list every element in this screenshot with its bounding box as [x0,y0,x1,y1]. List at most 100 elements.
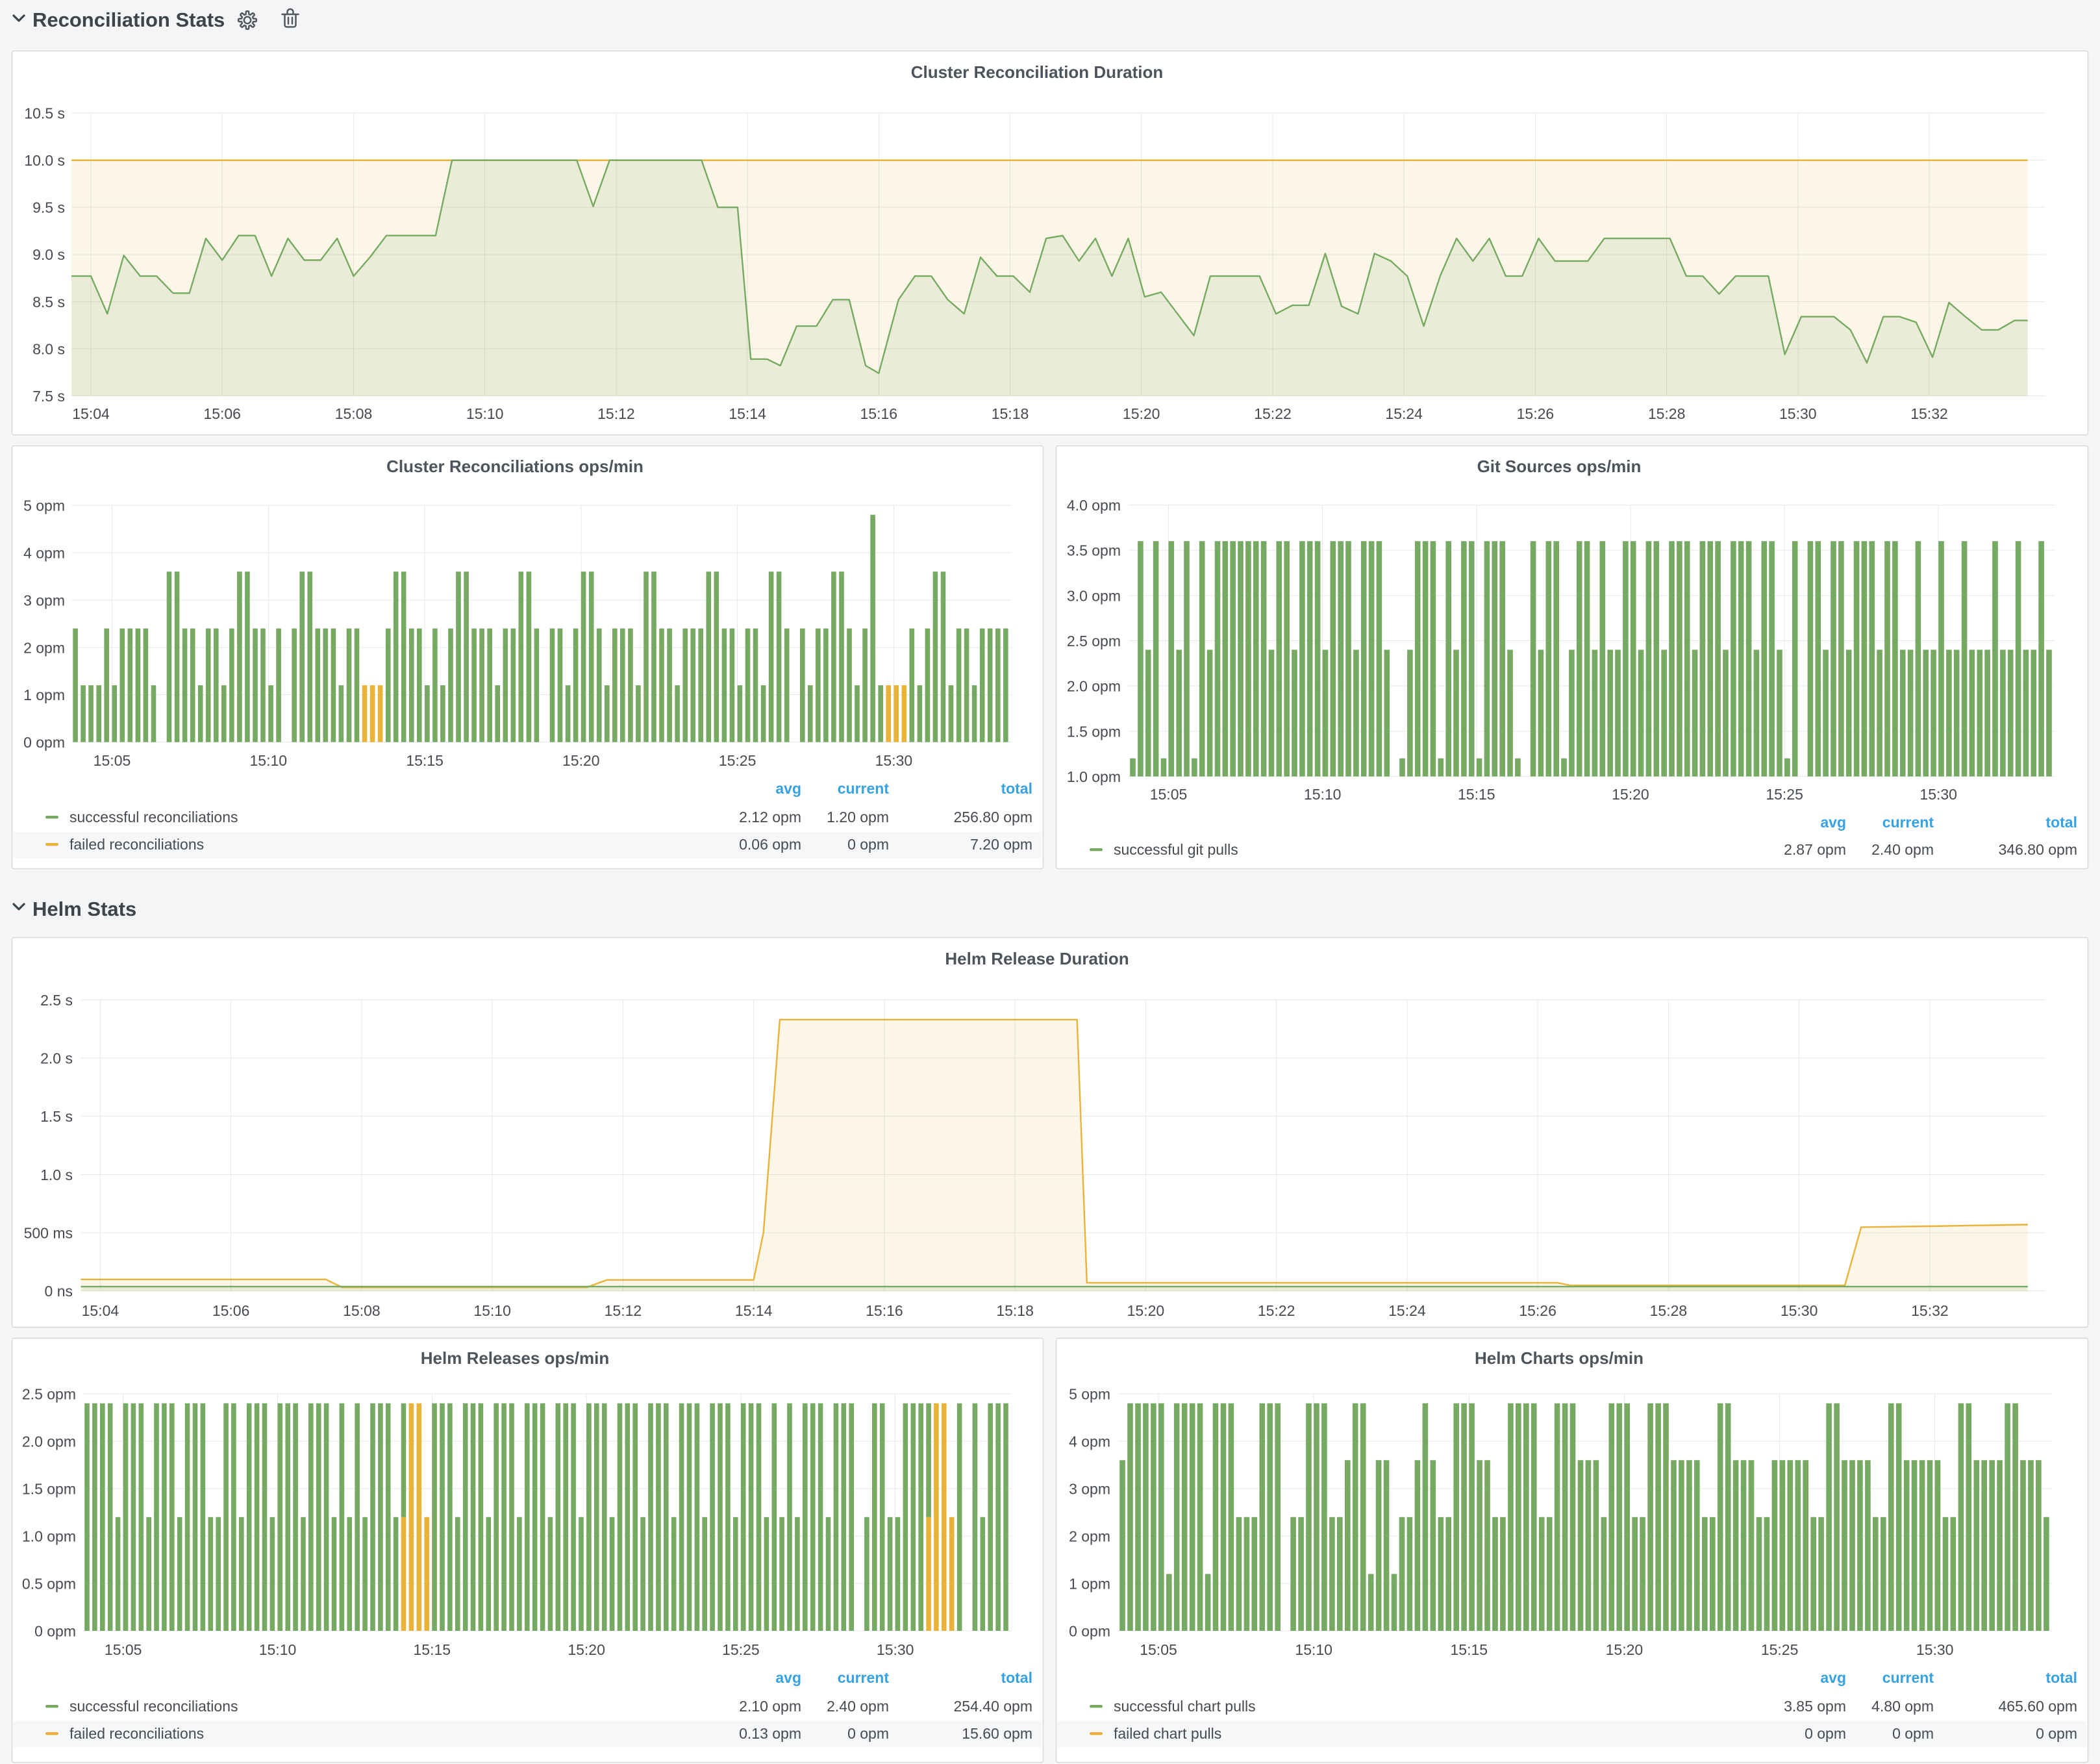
svg-text:current: current [1882,1669,1934,1686]
svg-text:2.10 opm: 2.10 opm [739,1698,801,1715]
svg-text:15:15: 15:15 [1458,786,1495,803]
svg-text:15:28: 15:28 [1648,405,1686,422]
svg-text:1 opm: 1 opm [1069,1576,1110,1593]
svg-text:successful reconciliations: successful reconciliations [69,1698,238,1715]
svg-text:15:05: 15:05 [105,1641,142,1658]
svg-text:254.40 opm: 254.40 opm [954,1698,1032,1715]
svg-text:500 ms: 500 ms [24,1225,73,1242]
svg-text:15:12: 15:12 [597,405,635,422]
svg-text:15:22: 15:22 [1254,405,1292,422]
svg-text:15:15: 15:15 [406,752,444,769]
svg-text:Reconciliation Stats: Reconciliation Stats [32,8,225,31]
svg-text:2.87 opm: 2.87 opm [1784,841,1846,858]
svg-text:successful chart pulls: successful chart pulls [1114,1698,1256,1715]
svg-text:2.5 opm: 2.5 opm [1067,633,1121,649]
svg-text:15:20: 15:20 [562,752,600,769]
svg-text:4 opm: 4 opm [23,544,65,561]
svg-text:9.0 s: 9.0 s [32,246,65,263]
svg-text:0 opm: 0 opm [847,836,889,853]
svg-text:15:10: 15:10 [259,1641,297,1658]
svg-text:Helm Charts ops/min: Helm Charts ops/min [1475,1348,1644,1368]
svg-text:2.5 s: 2.5 s [40,992,73,1009]
svg-text:15:26: 15:26 [1519,1302,1556,1319]
svg-text:15:30: 15:30 [1916,1641,1954,1658]
svg-text:15:32: 15:32 [1910,405,1948,422]
svg-text:2.5 opm: 2.5 opm [22,1386,76,1403]
svg-text:0.13 opm: 0.13 opm [739,1725,801,1742]
svg-text:Git Sources ops/min: Git Sources ops/min [1477,457,1642,476]
svg-text:2.0 opm: 2.0 opm [22,1433,76,1450]
svg-text:15:12: 15:12 [605,1302,642,1319]
svg-text:4.80 opm: 4.80 opm [1871,1698,1934,1715]
svg-text:15:18: 15:18 [996,1302,1034,1319]
svg-text:15:20: 15:20 [1606,1641,1644,1658]
svg-text:3.5 opm: 3.5 opm [1067,542,1121,559]
svg-text:0 ns: 0 ns [45,1283,73,1300]
svg-text:15:15: 15:15 [414,1641,451,1658]
svg-text:0 opm: 0 opm [1805,1725,1846,1742]
svg-text:15:24: 15:24 [1388,1302,1426,1319]
svg-text:15:14: 15:14 [735,1302,773,1319]
svg-text:1.0 opm: 1.0 opm [1067,768,1121,785]
svg-text:15:14: 15:14 [729,405,766,422]
svg-text:0 opm: 0 opm [34,1623,76,1640]
svg-text:3 opm: 3 opm [1069,1481,1110,1498]
svg-text:current: current [838,780,890,797]
svg-text:15:10: 15:10 [1304,786,1342,803]
svg-text:15.60 opm: 15.60 opm [962,1725,1032,1742]
svg-text:15:20: 15:20 [1127,1302,1165,1319]
svg-text:3.85 opm: 3.85 opm [1784,1698,1846,1715]
svg-text:Helm Release Duration: Helm Release Duration [945,949,1129,968]
svg-text:current: current [838,1669,890,1686]
svg-text:failed reconciliations: failed reconciliations [69,1725,204,1742]
svg-text:15:25: 15:25 [719,752,756,769]
svg-text:15:25: 15:25 [1761,1641,1799,1658]
svg-text:2.0 opm: 2.0 opm [1067,678,1121,695]
svg-text:15:08: 15:08 [343,1302,381,1319]
svg-text:1.5 opm: 1.5 opm [1067,723,1121,740]
svg-text:15:25: 15:25 [1766,786,1803,803]
svg-text:4 opm: 4 opm [1069,1433,1110,1450]
svg-text:avg: avg [1820,1669,1846,1686]
svg-text:465.60 opm: 465.60 opm [1999,1698,2077,1715]
svg-text:total: total [1001,780,1032,797]
svg-text:15:10: 15:10 [473,1302,511,1319]
svg-text:2.12 opm: 2.12 opm [739,809,801,825]
svg-text:15:06: 15:06 [203,405,241,422]
svg-text:8.5 s: 8.5 s [32,294,65,310]
svg-text:15:30: 15:30 [1919,786,1957,803]
svg-text:256.80 opm: 256.80 opm [954,809,1032,825]
svg-text:15:04: 15:04 [72,405,110,422]
svg-text:15:05: 15:05 [94,752,131,769]
svg-text:15:16: 15:16 [866,1302,903,1319]
svg-text:15:10: 15:10 [466,405,504,422]
svg-text:5 opm: 5 opm [23,498,65,514]
svg-text:successful reconciliations: successful reconciliations [69,809,238,825]
svg-text:total: total [2045,1669,2077,1686]
svg-text:Helm Releases ops/min: Helm Releases ops/min [421,1348,609,1368]
svg-text:8.0 s: 8.0 s [32,340,65,357]
svg-text:0.5 opm: 0.5 opm [22,1576,76,1593]
svg-text:1.20 opm: 1.20 opm [827,809,889,825]
svg-text:15:20: 15:20 [568,1641,605,1658]
svg-text:15:20: 15:20 [1612,786,1649,803]
svg-text:10.0 s: 10.0 s [24,152,65,169]
svg-text:2 opm: 2 opm [23,639,65,656]
svg-text:5 opm: 5 opm [1069,1386,1110,1403]
svg-text:1.0 opm: 1.0 opm [22,1528,76,1545]
svg-text:3 opm: 3 opm [23,592,65,609]
svg-text:avg: avg [775,780,801,797]
svg-text:2 opm: 2 opm [1069,1528,1110,1545]
svg-text:1 opm: 1 opm [23,687,65,703]
svg-text:2.40 opm: 2.40 opm [827,1698,889,1715]
svg-text:7.5 s: 7.5 s [32,388,65,405]
svg-text:avg: avg [1820,814,1846,831]
svg-text:Cluster Reconciliations ops/mi: Cluster Reconciliations ops/min [386,457,644,476]
svg-text:total: total [2045,814,2077,831]
svg-text:9.5 s: 9.5 s [32,199,65,216]
svg-text:15:16: 15:16 [860,405,898,422]
svg-text:avg: avg [775,1669,801,1686]
svg-text:15:04: 15:04 [82,1302,119,1319]
svg-text:1.0 s: 1.0 s [40,1166,73,1183]
svg-text:15:30: 15:30 [877,1641,914,1658]
